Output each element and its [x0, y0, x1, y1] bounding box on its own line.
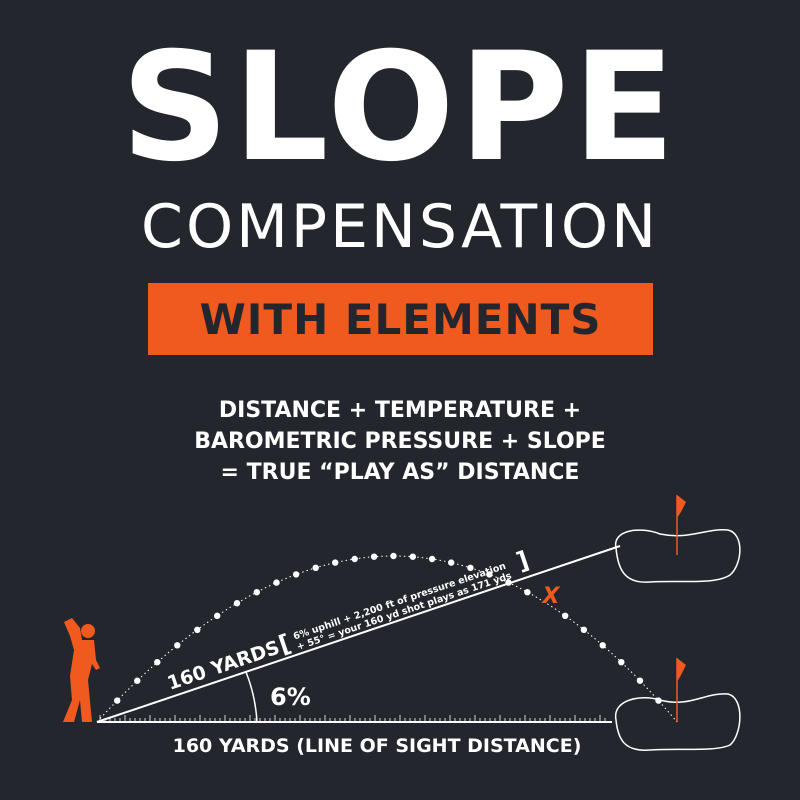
- ball-dot: [562, 612, 569, 619]
- ball-dot: [505, 579, 512, 586]
- note-line-2: + 55° = your 160 yd shot plays as 171 yd…: [295, 570, 513, 653]
- ball-dot: [233, 600, 241, 607]
- badge-label: WITH ELEMENTS: [199, 294, 602, 344]
- note-line-1: 6% uphill + 2,200 ft of pressure elevati…: [292, 561, 508, 643]
- slope-line: [96, 545, 621, 723]
- ball-dot: [618, 659, 625, 666]
- ball-dot: [214, 612, 221, 619]
- ball-dot: [273, 579, 280, 586]
- lower-flag-icon: [676, 658, 686, 722]
- formula-line-3: = TRUE “PLAY AS” DISTANCE: [220, 460, 580, 485]
- ball-dot: [114, 697, 121, 704]
- ball-dot: [253, 589, 260, 596]
- ball-dot: [332, 559, 339, 566]
- angle-label: 6%: [270, 683, 311, 711]
- ball-dot: [292, 571, 300, 578]
- with-elements-badge: WITH ELEMENTS: [148, 283, 653, 355]
- ball-dot: [194, 626, 201, 633]
- ball-dot: [409, 553, 416, 560]
- ball-dot: [312, 564, 319, 571]
- landing-x-mark: X: [541, 584, 561, 609]
- ball-dot: [428, 555, 436, 563]
- ball-dot: [599, 642, 606, 649]
- ball-dot: [580, 626, 588, 633]
- ball-dot: [351, 555, 358, 563]
- upper-green: [615, 529, 741, 583]
- angle-arc: [245, 671, 258, 723]
- ball-flight-path: [96, 555, 678, 723]
- title-slope: SLOPE: [120, 21, 680, 195]
- ball-dot: [174, 642, 181, 649]
- ball-dot: [154, 659, 161, 666]
- ball-dot: [134, 677, 141, 684]
- ball-dot: [467, 564, 474, 571]
- ball-dot: [448, 559, 455, 566]
- ball-dot: [486, 571, 493, 578]
- lower-green: [615, 693, 741, 751]
- formula-line-1: DISTANCE + TEMPERATURE +: [218, 398, 582, 423]
- ball-dot: [655, 697, 662, 704]
- ruler-ticks: [99, 715, 606, 722]
- baseline-label: 160 YARDS (LINE OF SIGHT DISTANCE): [173, 735, 582, 757]
- formula-line-2: BAROMETRIC PRESSURE + SLOPE: [194, 429, 606, 454]
- ball-dot: [524, 589, 531, 596]
- ball-flight-dots: [114, 552, 662, 704]
- subtitle-compensation: COMPENSATION: [141, 192, 659, 262]
- ball-dot: [636, 677, 644, 684]
- formula-text: DISTANCE + TEMPERATURE + BAROMETRIC PRES…: [0, 395, 800, 488]
- bracket-close: ]: [513, 546, 532, 576]
- ball-dot: [390, 552, 397, 560]
- ball-dot: [370, 553, 378, 560]
- golfer-icon: [63, 618, 100, 722]
- upper-flag-icon: [676, 495, 686, 555]
